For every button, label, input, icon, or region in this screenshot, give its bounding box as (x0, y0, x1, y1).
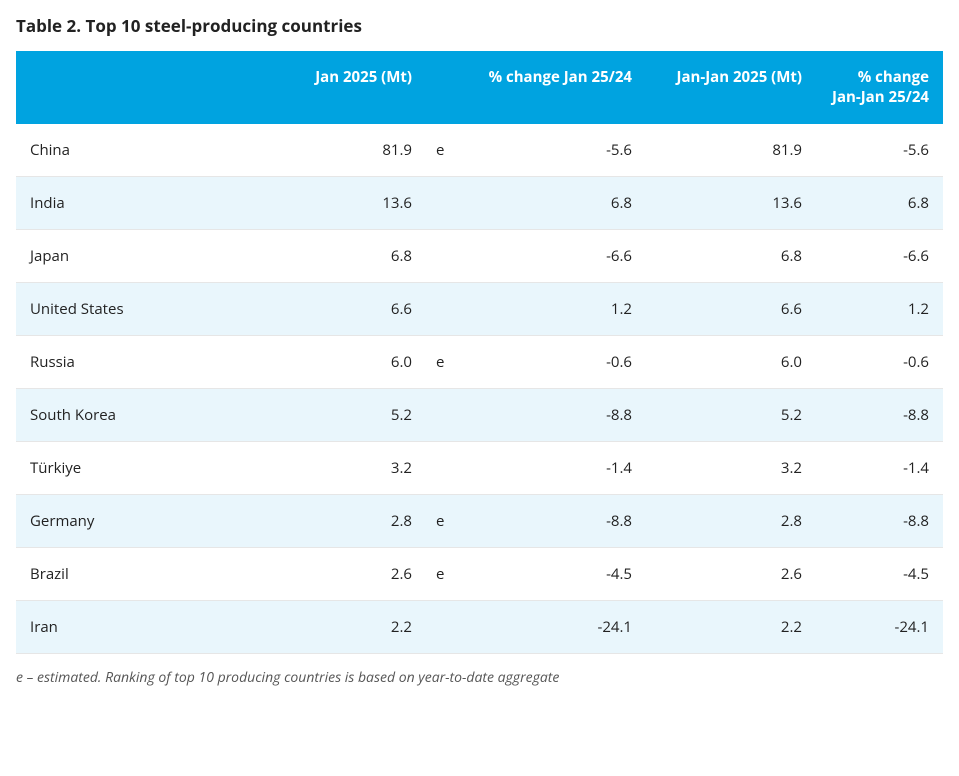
cell-jan-2025-mt: 6.0 (276, 335, 426, 388)
table-row: Türkiye3.2-1.43.2-1.4 (16, 441, 943, 494)
cell-country: Brazil (16, 547, 276, 600)
cell-pct-change-jan: -24.1 (466, 600, 646, 653)
cell-jan-2025-mt: 5.2 (276, 388, 426, 441)
cell-estimate-flag (426, 600, 466, 653)
cell-pct-change-ytd: -8.8 (816, 494, 943, 547)
cell-pct-change-jan: -0.6 (466, 335, 646, 388)
cell-estimate-flag (426, 441, 466, 494)
cell-pct-change-ytd: -4.5 (816, 547, 943, 600)
cell-jan-2025-mt: 2.6 (276, 547, 426, 600)
cell-estimate-flag (426, 282, 466, 335)
cell-estimate-flag (426, 229, 466, 282)
table-header: Jan 2025 (Mt) % change Jan 25/24 Jan-Jan… (16, 51, 943, 124)
cell-estimate-flag: e (426, 494, 466, 547)
table-footnote: e – estimated. Ranking of top 10 produci… (16, 668, 943, 687)
page-root: Table 2. Top 10 steel-producing countrie… (0, 0, 959, 707)
cell-pct-change-jan: -4.5 (466, 547, 646, 600)
cell-pct-change-ytd: -5.6 (816, 124, 943, 177)
table-row: Russia6.0e-0.66.0-0.6 (16, 335, 943, 388)
cell-pct-change-jan: -1.4 (466, 441, 646, 494)
table-row: United States6.61.26.61.2 (16, 282, 943, 335)
cell-country: South Korea (16, 388, 276, 441)
cell-estimate-flag: e (426, 124, 466, 177)
table-row: South Korea5.2-8.85.2-8.8 (16, 388, 943, 441)
cell-country: United States (16, 282, 276, 335)
cell-estimate-flag (426, 176, 466, 229)
cell-jan-2025-mt: 2.2 (276, 600, 426, 653)
table-body: China81.9e-5.681.9-5.6India13.66.813.66.… (16, 124, 943, 654)
cell-jan-2025-mt: 6.8 (276, 229, 426, 282)
cell-pct-change-ytd: -0.6 (816, 335, 943, 388)
cell-country: Türkiye (16, 441, 276, 494)
cell-estimate-flag: e (426, 335, 466, 388)
table-row: Brazil2.6e-4.52.6-4.5 (16, 547, 943, 600)
table-row: Germany2.8e-8.82.8-8.8 (16, 494, 943, 547)
cell-country: Russia (16, 335, 276, 388)
cell-pct-change-ytd: -1.4 (816, 441, 943, 494)
cell-ytd-mt: 2.6 (646, 547, 816, 600)
cell-pct-change-ytd: -24.1 (816, 600, 943, 653)
cell-estimate-flag: e (426, 547, 466, 600)
cell-pct-change-jan: -5.6 (466, 124, 646, 177)
cell-jan-2025-mt: 81.9 (276, 124, 426, 177)
col-pct-change-ytd: % change Jan-Jan 25/24 (816, 51, 943, 124)
steel-table: Jan 2025 (Mt) % change Jan 25/24 Jan-Jan… (16, 51, 943, 654)
cell-ytd-mt: 2.8 (646, 494, 816, 547)
table-row: Japan6.8-6.66.8-6.6 (16, 229, 943, 282)
cell-pct-change-jan: -8.8 (466, 388, 646, 441)
table-title: Table 2. Top 10 steel-producing countrie… (16, 14, 943, 37)
cell-ytd-mt: 6.8 (646, 229, 816, 282)
cell-ytd-mt: 6.6 (646, 282, 816, 335)
cell-ytd-mt: 81.9 (646, 124, 816, 177)
cell-pct-change-jan: -6.6 (466, 229, 646, 282)
cell-ytd-mt: 5.2 (646, 388, 816, 441)
cell-pct-change-ytd: 6.8 (816, 176, 943, 229)
cell-pct-change-ytd: -8.8 (816, 388, 943, 441)
cell-pct-change-jan: 1.2 (466, 282, 646, 335)
cell-jan-2025-mt: 6.6 (276, 282, 426, 335)
cell-ytd-mt: 2.2 (646, 600, 816, 653)
table-row: China81.9e-5.681.9-5.6 (16, 124, 943, 177)
cell-ytd-mt: 13.6 (646, 176, 816, 229)
col-pct-change-jan: % change Jan 25/24 (466, 51, 646, 124)
table-row: Iran2.2-24.12.2-24.1 (16, 600, 943, 653)
cell-ytd-mt: 3.2 (646, 441, 816, 494)
cell-estimate-flag (426, 388, 466, 441)
cell-country: China (16, 124, 276, 177)
cell-ytd-mt: 6.0 (646, 335, 816, 388)
cell-pct-change-ytd: 1.2 (816, 282, 943, 335)
cell-country: Japan (16, 229, 276, 282)
col-jan-2025-mt: Jan 2025 (Mt) (276, 51, 426, 124)
cell-jan-2025-mt: 13.6 (276, 176, 426, 229)
cell-pct-change-ytd: -6.6 (816, 229, 943, 282)
cell-pct-change-jan: -8.8 (466, 494, 646, 547)
col-country (16, 51, 276, 124)
cell-jan-2025-mt: 2.8 (276, 494, 426, 547)
cell-country: Germany (16, 494, 276, 547)
col-flag (426, 51, 466, 124)
cell-jan-2025-mt: 3.2 (276, 441, 426, 494)
cell-country: Iran (16, 600, 276, 653)
table-row: India13.66.813.66.8 (16, 176, 943, 229)
cell-pct-change-jan: 6.8 (466, 176, 646, 229)
col-jan-jan-2025-mt: Jan-Jan 2025 (Mt) (646, 51, 816, 124)
cell-country: India (16, 176, 276, 229)
